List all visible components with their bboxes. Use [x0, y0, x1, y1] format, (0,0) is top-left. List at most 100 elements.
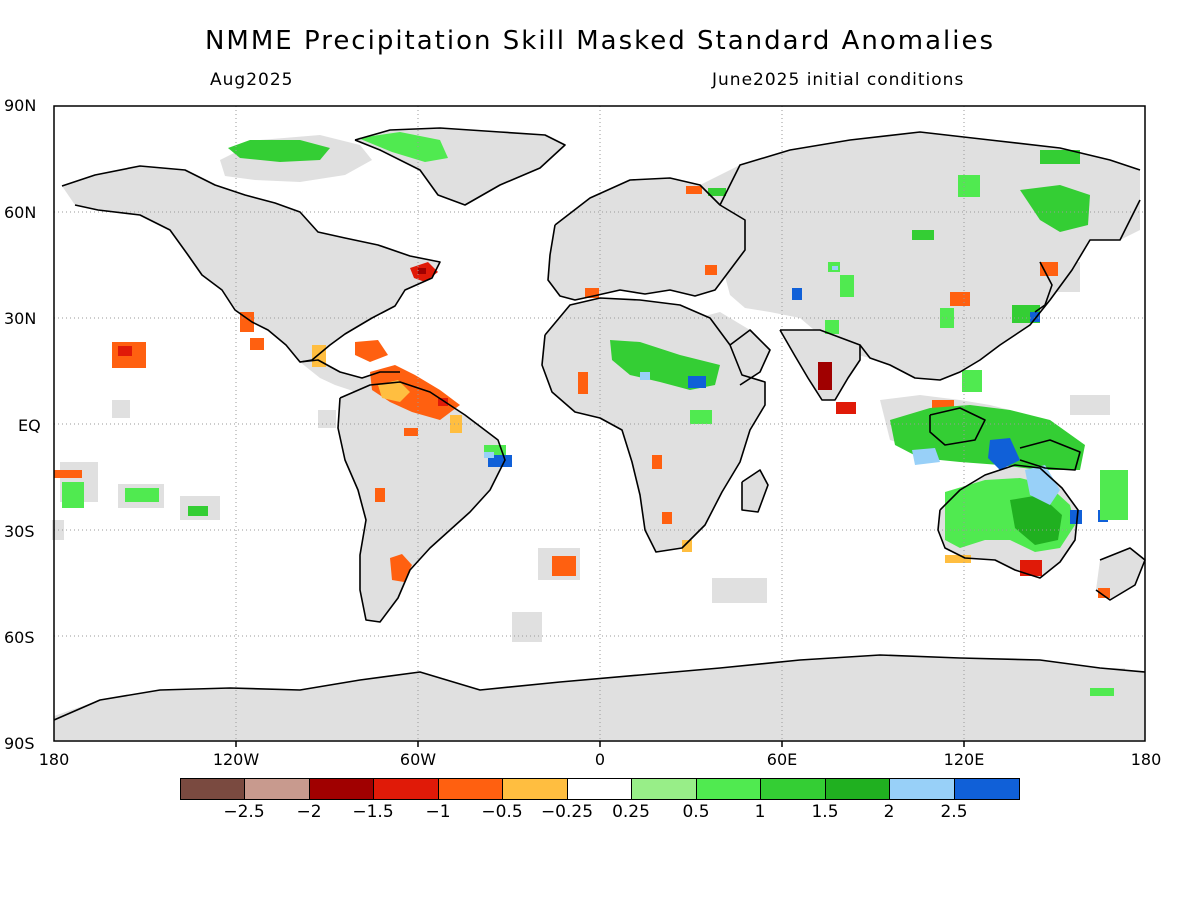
- anomaly-south-atlantic: [552, 556, 576, 576]
- anomaly-west-mexico: [250, 338, 264, 350]
- coastlines: [53, 127, 1146, 721]
- anomaly-pacific-green-2: [125, 488, 159, 502]
- legend-label-11: 2: [883, 802, 895, 822]
- land-europe: [548, 178, 745, 300]
- lat-label-60n: 60N: [4, 203, 37, 222]
- land-new-zealand: [1096, 548, 1145, 600]
- land-south-america: [338, 382, 505, 622]
- land-asia: [700, 132, 1140, 380]
- anomaly-east-siberia-green: [1020, 185, 1090, 232]
- coast-central-america: [299, 359, 400, 379]
- lon-label-60e: 60E: [766, 750, 798, 769]
- anomaly-philippines-green: [962, 370, 982, 392]
- anomaly-southern-africa-orange: [662, 512, 672, 524]
- anomaly-guyana-dark: [438, 398, 448, 406]
- coast-arabia: [729, 329, 771, 386]
- anomaly-australia-lightblue: [1025, 465, 1060, 505]
- anomaly-tibet-green: [825, 320, 839, 334]
- lon-label-120w: 120W: [212, 750, 260, 769]
- legend-label-2: −2: [296, 802, 322, 822]
- anomaly-east-africa-orange: [652, 455, 662, 469]
- anomaly-us-northeast-dark: [418, 268, 426, 274]
- legend-box-13: [954, 778, 1020, 800]
- anomaly-scandinavia-orange: [686, 186, 702, 194]
- land-north-america: [62, 166, 440, 362]
- anomaly-arctic-siberia-green: [1040, 150, 1080, 164]
- anomaly-siberia-green-1: [912, 230, 934, 240]
- map-title: NMME Precipitation Skill Masked Standard…: [204, 26, 996, 56]
- anomaly-west-africa-orange: [578, 372, 588, 394]
- legend-label-8: 0.5: [682, 802, 710, 822]
- coast-new-guinea: [1019, 439, 1081, 471]
- anomaly-arctic-canada: [228, 140, 330, 162]
- anomaly-sw-australia-orange: [945, 555, 971, 563]
- anomaly-patagonia: [375, 488, 385, 502]
- legend-label-7: 0.25: [612, 802, 650, 822]
- coast-antarctica: [53, 654, 1146, 721]
- land-atlantic-island: [512, 612, 542, 642]
- initial-conditions: June2025 initial conditions: [712, 70, 965, 90]
- legend-label-9: 1: [754, 802, 766, 822]
- anomaly-scandinavia-green: [708, 188, 726, 196]
- legend-box-10: [760, 778, 826, 800]
- legend-box-3: [309, 778, 375, 800]
- anomaly-china-orange: [950, 292, 970, 306]
- coast-madagascar: [741, 469, 769, 513]
- anomaly-pacific-orange: [54, 470, 82, 478]
- land-africa: [542, 298, 765, 552]
- anomaly-himalaya-green: [840, 275, 854, 297]
- coast-africa: [541, 297, 766, 553]
- land-patch-3: [1070, 395, 1110, 415]
- anomaly-sahel-blue-1: [688, 376, 706, 388]
- anomaly-amazon-yellow: [450, 415, 462, 433]
- anomaly-north-south-america: [370, 365, 460, 420]
- anomaly-maritime-lightblue: [912, 448, 940, 465]
- lon-label-120e: 120E: [943, 750, 985, 769]
- anomaly-argentina: [390, 554, 412, 582]
- land-pacific-island-a: [112, 400, 130, 418]
- coast-europe: [547, 177, 746, 301]
- legend-box-5: [438, 778, 504, 800]
- anomaly-amazon-orange: [404, 428, 418, 436]
- lon-label-180w: 180: [38, 750, 70, 769]
- anomaly-greenland-west: [358, 132, 448, 162]
- lat-label-eq: EQ: [18, 416, 41, 435]
- anomaly-ne-brazil-lightblue: [484, 452, 494, 458]
- legend-box-4: [373, 778, 439, 800]
- coast-borneo: [929, 407, 986, 446]
- anomaly-se-australia-orange: [1020, 560, 1042, 576]
- land-patch-2: [318, 410, 336, 428]
- coast-greenland: [354, 127, 566, 206]
- lon-label-180e: 180: [1130, 750, 1162, 769]
- coast-japan: [1034, 261, 1053, 313]
- legend-box-9: [696, 778, 762, 800]
- legend-box-7: [567, 778, 633, 800]
- anomaly-hawaii-dark: [118, 346, 132, 356]
- coast-australia: [937, 464, 1079, 579]
- legend-box-8: [631, 778, 697, 800]
- coast-south-america: [337, 381, 506, 623]
- coast-india: [779, 329, 861, 401]
- legend-box-6: [502, 778, 568, 800]
- anomaly-south-africa-orange: [682, 540, 692, 552]
- anomaly-central-asia-blue: [792, 288, 802, 300]
- anomaly-australia-east-darkgreen: [1010, 495, 1062, 545]
- forecast-month: Aug2025: [210, 70, 294, 90]
- lon-label-0: 0: [594, 750, 606, 769]
- anomaly-sahel-blue-2: [640, 372, 650, 380]
- coast-asia: [719, 131, 1141, 206]
- legend-label-5: −0.5: [481, 802, 523, 822]
- anomaly-maritime-blue: [988, 438, 1020, 470]
- anomaly-nz-orange: [1098, 588, 1110, 598]
- anomaly-pacific-green-3: [188, 506, 208, 516]
- anomaly-ethiopia-green: [690, 410, 712, 424]
- legend-label-6: −0.25: [540, 802, 594, 822]
- anomaly-caribbean: [355, 340, 388, 362]
- land-indian-ocean-island: [712, 578, 767, 603]
- legend-label-10: 1.5: [811, 802, 839, 822]
- anomaly-australia-blue-1: [1070, 510, 1082, 524]
- lon-label-60w: 60W: [399, 750, 437, 769]
- anomaly-kazakh-lightblue: [832, 266, 838, 270]
- coast-north-america: [61, 165, 441, 363]
